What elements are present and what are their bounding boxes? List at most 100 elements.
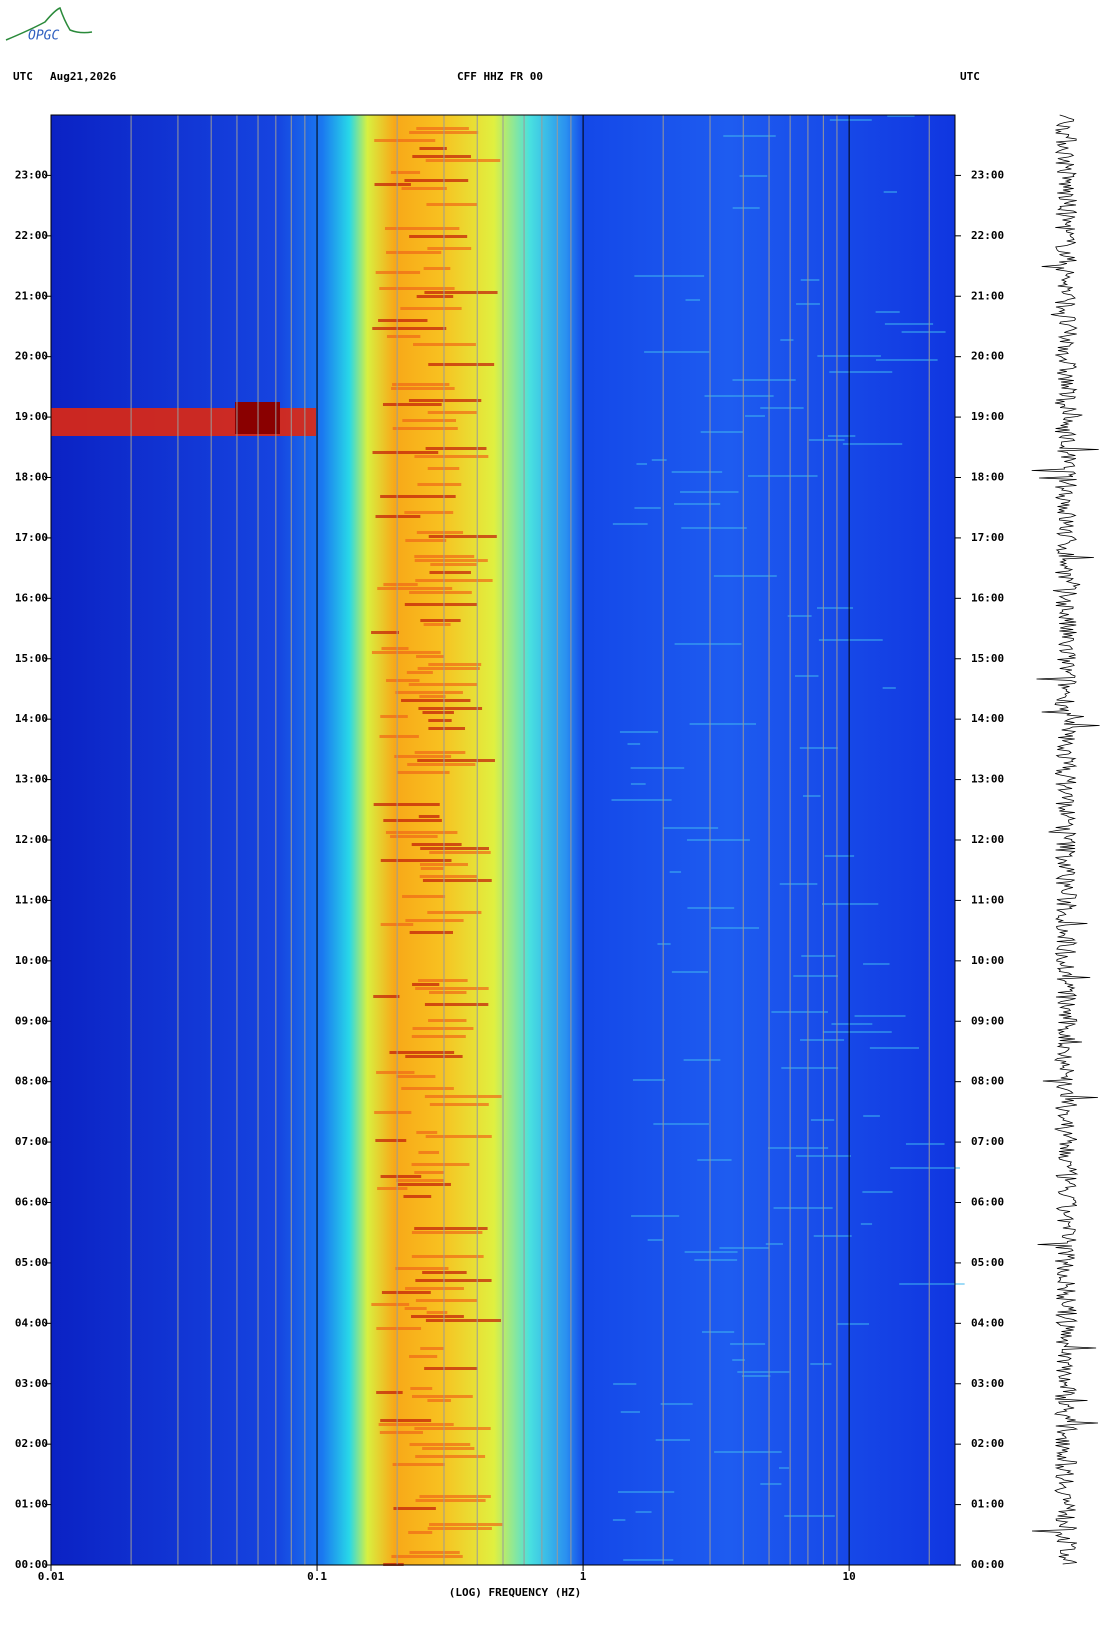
texture: [428, 1019, 467, 1022]
texture: [400, 307, 462, 310]
texture: [419, 1495, 491, 1498]
texture: [882, 687, 896, 689]
y-tick-label: 02:00: [15, 1437, 48, 1450]
texture: [831, 1023, 873, 1025]
texture: [887, 115, 915, 117]
texture: [428, 535, 497, 538]
texture: [392, 383, 450, 386]
y-tick-label: 03:00: [15, 1377, 48, 1390]
texture: [418, 707, 483, 710]
x-tick-label: 10: [843, 1570, 856, 1583]
texture: [824, 855, 855, 857]
texture: [389, 1051, 455, 1054]
texture: [732, 379, 796, 381]
texture: [390, 171, 421, 174]
texture: [427, 411, 477, 414]
texture: [425, 1319, 501, 1322]
texture: [379, 1431, 423, 1434]
texture: [684, 1251, 738, 1253]
texture: [623, 1559, 674, 1561]
texture: [794, 675, 819, 677]
texture: [377, 587, 453, 590]
texture: [378, 1423, 454, 1426]
texture: [662, 827, 719, 829]
texture: [416, 655, 444, 658]
texture: [408, 1531, 433, 1534]
texture: [391, 387, 455, 390]
texture: [800, 279, 820, 281]
texture: [822, 1031, 892, 1033]
x-tick-label: 1: [580, 1570, 587, 1583]
texture: [428, 719, 452, 722]
texture: [793, 975, 838, 977]
texture: [647, 1239, 664, 1241]
texture: [801, 955, 836, 957]
texture: [768, 1147, 829, 1149]
texture: [683, 1059, 721, 1061]
stripes: [371, 115, 965, 1566]
y-tick-label: 02:00: [971, 1437, 1004, 1450]
texture: [869, 1047, 920, 1049]
texture: [377, 1187, 408, 1190]
texture: [396, 1179, 445, 1182]
texture: [771, 1011, 828, 1013]
texture: [414, 1427, 491, 1430]
texture: [612, 523, 648, 525]
texture: [411, 1315, 464, 1318]
texture: [371, 1303, 410, 1306]
texture: [818, 639, 883, 641]
texture: [405, 539, 447, 542]
texture: [745, 415, 765, 417]
texture: [392, 1463, 445, 1466]
texture: [655, 1439, 690, 1441]
texture: [422, 711, 454, 714]
y-tick-label: 00:00: [15, 1558, 48, 1571]
texture: [378, 319, 428, 322]
texture: [419, 147, 447, 150]
texture: [411, 843, 462, 846]
texture: [410, 1387, 433, 1390]
y-tick-label: 22:00: [15, 229, 48, 242]
texture: [694, 1259, 738, 1261]
texture: [428, 727, 466, 730]
texture: [417, 483, 462, 486]
texture: [802, 795, 821, 797]
texture: [385, 831, 458, 834]
texture: [426, 1311, 448, 1314]
texture: [704, 395, 774, 397]
texture: [402, 419, 456, 422]
texture: [376, 1327, 422, 1330]
texture: [412, 155, 471, 158]
date: Aug21,2026: [50, 70, 117, 83]
texture: [674, 643, 742, 645]
y-tick-label: 01:00: [15, 1498, 48, 1511]
y-tick-label: 20:00: [971, 350, 1004, 363]
texture: [429, 851, 491, 854]
y-tick-label: 14:00: [15, 712, 48, 725]
y-tick-label: 05:00: [971, 1256, 1004, 1269]
texture: [854, 1015, 906, 1017]
texture: [741, 1375, 771, 1377]
texture: [631, 1215, 680, 1217]
texture: [747, 475, 818, 477]
texture: [386, 335, 421, 338]
texture: [396, 771, 450, 774]
texture: [422, 879, 492, 882]
texture: [416, 127, 469, 130]
texture: [405, 1287, 464, 1290]
texture: [371, 651, 441, 654]
texture: [380, 859, 452, 862]
texture: [415, 1279, 492, 1282]
texture: [632, 1079, 666, 1081]
texture: [653, 1123, 709, 1125]
texture: [375, 1139, 407, 1142]
texture: [381, 647, 409, 650]
texture: [630, 767, 685, 769]
texture: [428, 663, 482, 666]
y-tick-label: 22:00: [971, 229, 1004, 242]
texture: [374, 183, 411, 186]
texture: [425, 159, 501, 162]
x-tick-label: 0.1: [307, 1570, 327, 1583]
texture: [423, 623, 451, 626]
